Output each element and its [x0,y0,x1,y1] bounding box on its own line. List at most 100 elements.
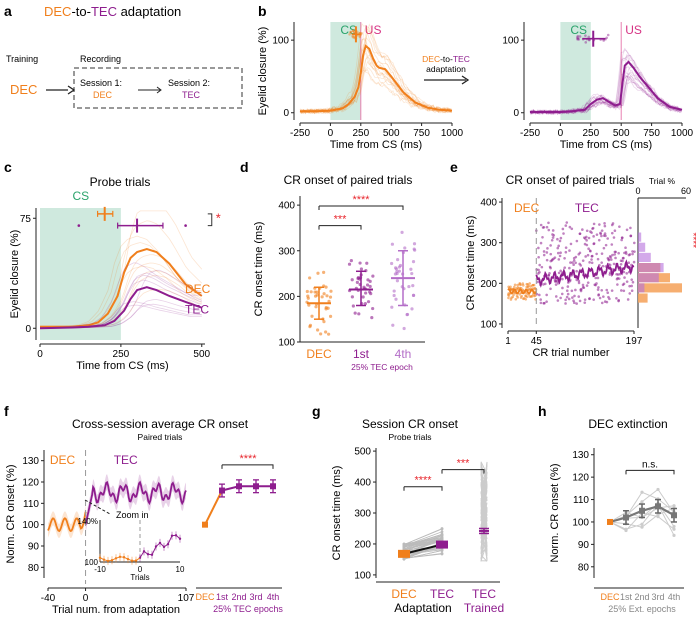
panel-e-point-64-1 [547,274,551,277]
panel-e-point-169-1 [615,296,618,300]
panel-h-ytick-label-80: 80 [578,562,590,573]
panel-d-point-0-35 [319,332,323,336]
panel-e-point-102-1 [571,261,574,264]
panel-e-point-29-1 [524,297,528,301]
panel-e-point-149-1 [601,264,605,268]
panel-e-point-68-0 [549,252,553,256]
panel-e-point-185-1 [625,228,629,232]
panel-b-left-xtick-label-750: 750 [413,128,430,139]
panel-g-trained-pt-69 [480,470,488,501]
panel-e-point-164-0 [611,253,614,257]
panel-e-point-16-1 [516,296,520,299]
panel-e-point-144-0 [598,296,602,300]
panel-d-point-1-25 [370,316,374,320]
panel-c-outlier2 [77,224,81,227]
panel-f-inset-tec [139,534,181,559]
panel-b-left-trial-10 [299,43,452,114]
panel-d-point-1-21 [371,274,375,278]
panel-e-point-113-0 [578,251,582,255]
panel-d-point-1-27 [364,291,368,295]
panel-d-point-1-17 [368,279,372,283]
panel-e-point-25-0 [521,284,525,287]
panel-d-point-1-0 [368,284,372,289]
panel-e-point-49-0 [537,255,540,259]
panel-e-point-60-1 [545,293,548,297]
panel-e-tec-line [535,259,635,288]
panel-g-trained-pt-64 [480,549,488,552]
panel-e-point-65-0 [547,228,551,232]
panel-e-point-108-0 [575,269,578,273]
panel-b-right-onset-dot-16 [602,39,605,42]
panel-d-bracket-bottom [318,225,362,230]
panel-e-point-10-1 [512,293,515,297]
panel-e-point-100-1 [570,227,574,231]
panel-f-xtick-label--40: -40 [41,593,56,604]
panel-b-left-mean-line [300,44,453,113]
panel-f-tec-label: TEC [114,453,138,467]
adapt-arrow-head [461,75,470,85]
panel-h-letter: h [538,403,547,419]
panel-e-point-78-0 [556,299,560,302]
panel-d-point-0-25 [309,290,313,294]
panel-e-hist-tec-5 [638,242,646,252]
panel-a: DEC-to-TEC adaptation Training Recording… [6,4,243,109]
panel-b-right-ytick-label-0: 0 [513,108,519,119]
panel-e-point-5-0 [509,285,512,289]
panel-e-point-193-1 [630,289,634,293]
panel-d-ylabel: CR onset time (ms) [253,222,265,317]
panel-e-point-104-1 [572,259,576,262]
panel-g-cat-1: TEC [430,587,454,601]
panel-e-point-161-1 [609,255,612,259]
panel-f-inset-y100: 100 [85,558,99,567]
panel-f-letter: f [4,403,9,419]
panel-e-point-178-1 [619,262,623,266]
panel-e-point-196-1 [631,252,634,256]
panel-b-left-onset-dot-16 [351,35,355,39]
panel-e-point-187-0 [626,298,630,301]
panel-b-right-onset-dot-13 [578,35,582,38]
panel-e-point-77-1 [554,295,558,298]
panel-e-title: CR onset of paired trials [506,173,635,187]
panel-e-point-90-1 [564,298,567,302]
panel-d-point-0-9 [328,295,333,299]
panel-h-subject-pt-4-2 [640,500,644,504]
panel-b-left-xtick-label--250: -250 [290,128,310,139]
panel-e-point-51-0 [538,263,541,267]
panel-d-point-0-19 [328,314,333,318]
panel-e-point-168-1 [614,256,617,260]
panel-d-point-2-18 [390,242,394,246]
panel-d-point-0-8 [327,332,331,336]
panel-e-point-22-1 [519,283,523,287]
panel-g-trained-pt-58 [480,542,488,562]
panel-f-ytick-label-130: 130 [22,456,39,467]
panel-e-point-118-1 [581,283,585,287]
panel-e-point-82-0 [559,269,562,273]
panel-h-ytick-label-90: 90 [578,540,590,551]
panel-e-point-62-1 [545,258,549,262]
panel-e-point-87-1 [561,227,565,231]
panel-e-point-197-1 [633,250,636,253]
panel-d-point-1-16 [357,312,361,316]
panel-h-subject-pt-2-4 [672,533,676,537]
panel-f-tec-line [84,480,187,525]
panel-f-epoch-cat-4: 4th [267,592,280,602]
panel-f-xlabel: Trial num. from adaptation [52,604,180,616]
panel-e-point-67-0 [549,266,552,270]
panel-b-right-onset-dot-1 [584,34,587,37]
panel-h-title: DEC extinction [588,417,667,431]
panel-e-point-152-1 [603,232,607,235]
panel-e-xtick-label-45: 45 [531,336,543,347]
panel-e-point-134-1 [592,235,595,238]
panel-e-ylabel: CR onset time (ms) [465,216,477,311]
panel-d-point-0-0 [310,314,314,318]
panel-h-bracket [625,469,675,475]
panel-e-point-101-1 [570,289,574,293]
panel-g-subtitle: Probe trials [389,432,432,442]
panel-d-point-0-34 [315,290,319,294]
panel-b-left-cs-label: CS [340,23,357,37]
panel-e-point-119-0 [581,285,585,289]
panel-c-outlier [184,224,187,227]
panel-b-right-trial-10 [529,74,682,115]
panel-e-point-180-1 [621,256,625,260]
panel-e-point-79-0 [556,246,560,250]
